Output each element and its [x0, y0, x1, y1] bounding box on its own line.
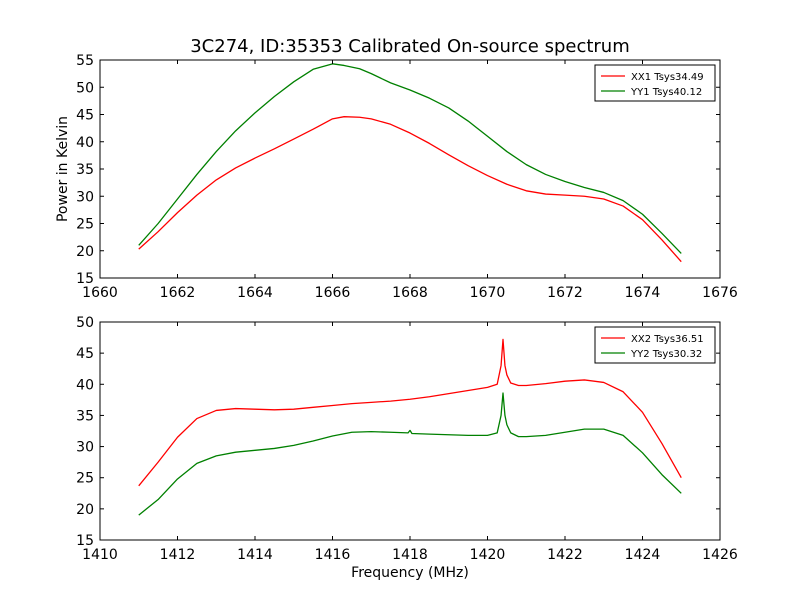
bottom-x-tick-label: 1412: [160, 547, 196, 563]
top-y-tick-label: 40: [76, 135, 94, 151]
top-x-tick-label: 1668: [392, 285, 428, 301]
top-y-tick-label: 15: [76, 271, 94, 287]
top-y-tick-label: 55: [76, 53, 94, 69]
top-legend-label: XX1 Tsys34.49: [631, 72, 704, 83]
bottom-x-tick-label: 1410: [82, 547, 118, 563]
bottom-legend-box: [594, 326, 716, 364]
bottom-y-tick-label: 20: [76, 502, 94, 518]
bottom-x-tick-label: 1414: [237, 547, 273, 563]
top-spectrum-panel: 1660 1662 1664 1666 1668 1670 1672 1674 1676 15 20…: [55, 53, 738, 301]
top-x-tick-label: 1660: [82, 285, 118, 301]
top-x-tick-label: 1662: [160, 285, 196, 301]
top-x-tick-label: 1664: [237, 285, 273, 301]
top-legend-box: [594, 64, 716, 102]
top-legend: XX1 Tsys34.49 YY1 Tsys40.12: [594, 64, 716, 102]
top-y-tick-label: 45: [76, 108, 94, 124]
bottom-legend-label: XX2 Tsys36.51: [631, 334, 704, 345]
bottom-x-tick-label: 1420: [470, 547, 506, 563]
bottom-x-tick-label: 1416: [315, 547, 351, 563]
bottom-x-tick-label: 1418: [392, 547, 428, 563]
bottom-series-line-xx2: [138, 338, 682, 487]
top-x-tick-label: 1674: [625, 285, 661, 301]
bottom-x-tick-label: 1426: [702, 547, 738, 563]
bottom-legend: XX2 Tsys36.51 YY2 Tsys30.32: [594, 326, 716, 364]
top-y-axis-label: Power in Kelvin: [55, 116, 71, 222]
top-y-tick-label: 35: [76, 162, 94, 178]
bottom-x-tick-label: 1422: [547, 547, 583, 563]
top-y-tick-label: 20: [76, 244, 94, 260]
bottom-y-tick-label: 15: [76, 533, 94, 549]
chart-title: 3C274, ID:35353 Calibrated On-source spe…: [190, 36, 630, 57]
top-y-tick-label: 30: [76, 189, 94, 205]
top-x-tick-label: 1666: [315, 285, 351, 301]
top-legend-label: YY1 Tsys40.12: [630, 87, 702, 98]
bottom-y-tick-label: 45: [76, 346, 94, 362]
top-y-tick-label: 50: [76, 80, 94, 96]
bottom-y-tick-label: 35: [76, 408, 94, 424]
bottom-x-tick-label: 1424: [625, 547, 661, 563]
bottom-y-tick-label: 30: [76, 440, 94, 456]
bottom-legend-label: YY2 Tsys30.32: [630, 349, 702, 360]
bottom-series-line-yy2: [138, 392, 682, 516]
top-x-tick-label: 1670: [470, 285, 506, 301]
bottom-spectrum-panel: 1410 1412 1414 1416 1418 1420 1422 1424 1426 15 20…: [76, 315, 738, 581]
bottom-y-tick-label: 25: [76, 471, 94, 487]
bottom-y-tick-label: 50: [76, 315, 94, 331]
top-x-tick-label: 1676: [702, 285, 738, 301]
top-series-line-xx1: [138, 116, 682, 263]
top-series-line-yy1: [138, 63, 682, 254]
bottom-y-tick-label: 40: [76, 377, 94, 393]
top-x-tick-label: 1672: [547, 285, 583, 301]
top-y-tick-label: 25: [76, 217, 94, 233]
bottom-x-axis-label: Frequency (MHz): [351, 565, 469, 581]
